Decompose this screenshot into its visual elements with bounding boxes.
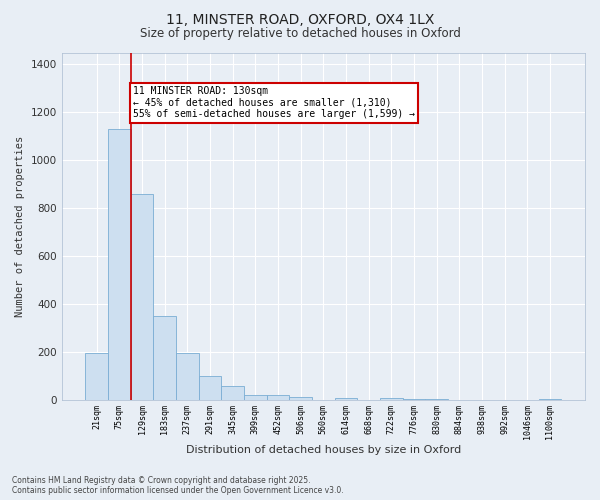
Text: Size of property relative to detached houses in Oxford: Size of property relative to detached ho… [140, 28, 460, 40]
Bar [221, 386, 244, 400]
Text: 11, MINSTER ROAD, OXFORD, OX4 1LX: 11, MINSTER ROAD, OXFORD, OX4 1LX [166, 12, 434, 26]
Bar [154, 316, 176, 400]
Text: 11 MINSTER ROAD: 130sqm
← 45% of detached houses are smaller (1,310)
55% of semi: 11 MINSTER ROAD: 130sqm ← 45% of detache… [133, 86, 415, 119]
X-axis label: Distribution of detached houses by size in Oxford: Distribution of detached houses by size … [186, 445, 461, 455]
Bar [108, 129, 131, 400]
Bar [176, 353, 199, 400]
Bar [199, 376, 221, 400]
Y-axis label: Number of detached properties: Number of detached properties [15, 136, 25, 316]
Bar [380, 398, 403, 400]
Bar [244, 395, 266, 400]
Text: Contains HM Land Registry data © Crown copyright and database right 2025.
Contai: Contains HM Land Registry data © Crown c… [12, 476, 344, 495]
Bar [85, 353, 108, 400]
Bar [131, 194, 154, 400]
Bar [403, 399, 425, 400]
Bar [335, 398, 358, 400]
Bar [266, 396, 289, 400]
Bar [289, 396, 312, 400]
